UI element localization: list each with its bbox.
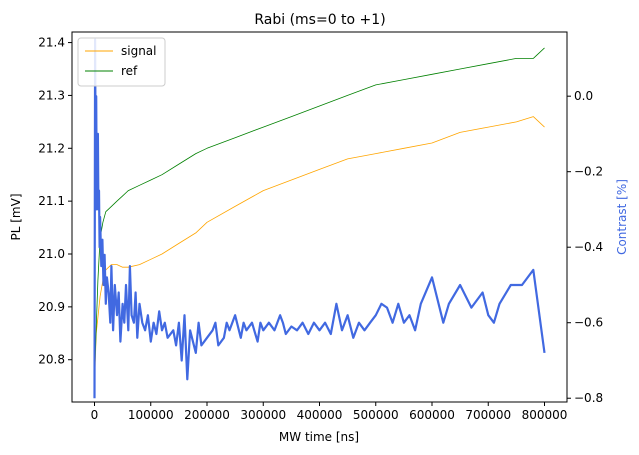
x-tick-label: 300000 — [240, 408, 286, 422]
y-left-axis-label: PL [mV] — [9, 194, 23, 241]
x-axis-label: MW time [ns] — [279, 430, 359, 444]
x-tick-label: 600000 — [409, 408, 455, 422]
x-tick-label: 100000 — [128, 408, 174, 422]
y-left-tick-label: 21.4 — [38, 36, 65, 50]
series-ref-line — [94, 47, 545, 381]
plot-area — [71, 31, 568, 403]
y-right-tick-label: −0.4 — [574, 240, 603, 254]
x-tick-label: 800000 — [522, 408, 568, 422]
chart-title: Rabi (ms=0 to +1) — [254, 12, 385, 28]
y-left-axis: 20.8 20.9 21.0 21.1 21.2 21.3 21.4 — [38, 36, 72, 367]
legend-ref-label: ref — [121, 64, 138, 78]
y-right-tick-label: −0.8 — [574, 391, 603, 405]
series-layer — [93, 38, 546, 399]
y-left-tick-label: 21.2 — [38, 141, 65, 155]
x-tick-label: 400000 — [297, 408, 343, 422]
series-contrast-line — [93, 38, 546, 399]
y-right-axis: −0.8 −0.6 −0.4 −0.2 0.0 — [567, 89, 603, 405]
y-left-tick-label: 21.3 — [38, 88, 65, 102]
y-left-tick-label: 20.9 — [38, 300, 65, 314]
legend-box — [77, 37, 166, 87]
plot-frame — [71, 31, 568, 403]
legend-signal-label: signal — [121, 44, 157, 58]
series-signal-line — [94, 116, 545, 387]
y-left-tick-label: 20.8 — [38, 353, 65, 367]
legend: signal ref — [77, 37, 166, 87]
x-tick-label: 200000 — [184, 408, 230, 422]
y-right-tick-label: −0.6 — [574, 316, 603, 330]
x-tick-label: 500000 — [353, 408, 399, 422]
x-tick-label: 0 — [91, 408, 99, 422]
x-axis: 0 100000 200000 300000 400000 500000 600000 700… — [91, 402, 568, 422]
y-right-tick-label: 0.0 — [574, 89, 593, 103]
y-left-tick-label: 21.0 — [38, 247, 65, 261]
y-right-axis-label: Contrast [%] — [615, 179, 629, 255]
x-tick-label: 700000 — [465, 408, 511, 422]
y-left-tick-label: 21.1 — [38, 194, 65, 208]
y-right-tick-label: −0.2 — [574, 165, 603, 179]
